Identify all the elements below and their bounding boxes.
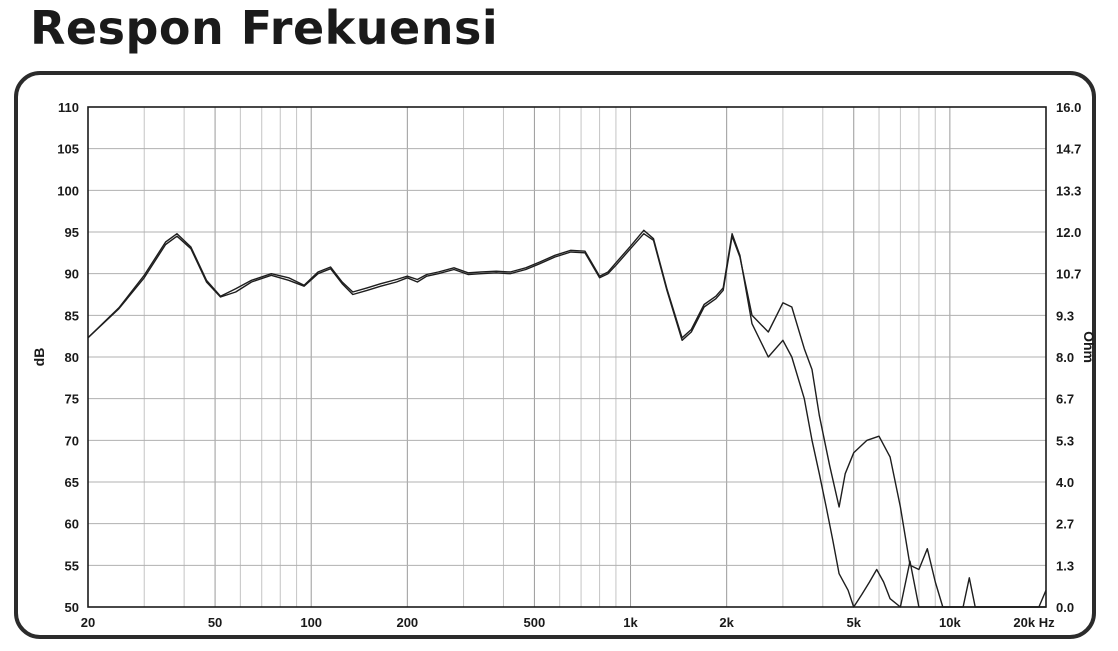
- series-line-2: [87, 229, 1047, 608]
- y2-tick-label: 13.3: [1056, 183, 1081, 198]
- x-tick-label: 200: [396, 615, 418, 630]
- x-tick-label: 2k: [719, 615, 734, 630]
- x-tick-label: 5k: [847, 615, 862, 630]
- y-tick-label: 65: [65, 475, 79, 490]
- y2-tick-label: 14.7: [1056, 142, 1081, 157]
- plot-border: [87, 106, 1047, 608]
- series-line-1: [87, 232, 1046, 608]
- y2-tick-label: 5.3: [1056, 433, 1074, 448]
- y-tick-label: 110: [58, 100, 79, 115]
- y2-tick-label: 8.0: [1056, 350, 1074, 365]
- y-tick-label: 55: [65, 558, 79, 573]
- grid-lines: [87, 106, 1047, 608]
- y-tick-label: 85: [65, 308, 79, 323]
- y2-tick-label: 10.7: [1056, 267, 1081, 282]
- y2-tick-label: 6.7: [1056, 392, 1074, 407]
- y-tick-label: 90: [65, 267, 79, 282]
- y-tick-label: 60: [65, 517, 79, 532]
- y2-tick-label: 1.3: [1056, 558, 1074, 573]
- y2-tick-label: 12.0: [1056, 225, 1081, 240]
- y-tick-label: 80: [65, 350, 79, 365]
- series-lines: [87, 229, 1047, 608]
- y2-axis-label: Ohm: [1081, 331, 1097, 363]
- y2-tick-label: 2.7: [1056, 517, 1074, 532]
- page-title: Respon Frekuensi: [30, 1, 499, 55]
- x-tick-label: 50: [208, 615, 222, 630]
- y-tick-label: 95: [65, 225, 79, 240]
- y-tick-label: 75: [65, 392, 79, 407]
- tick-labels: 50 55 60 65 70 75 80 85 90 95 100 105 110 0.0 1.3 2.7 4.…: [57, 100, 1081, 630]
- y-tick-label: 105: [57, 142, 79, 157]
- x-tick-label: 500: [524, 615, 546, 630]
- x-tick-label: 100: [300, 615, 322, 630]
- y-tick-label: 50: [65, 600, 79, 615]
- y2-tick-label: 0.0: [1056, 600, 1074, 615]
- y2-tick-label: 9.3: [1056, 308, 1074, 323]
- x-tick-label: 10k: [939, 615, 961, 630]
- y-tick-label: 70: [65, 433, 79, 448]
- y2-tick-label: 16.0: [1056, 100, 1081, 115]
- x-tick-label: 1k: [623, 615, 638, 630]
- x-tick-label: 20: [81, 615, 95, 630]
- y-axis-label: dB: [31, 348, 47, 367]
- y2-tick-label: 4.0: [1056, 475, 1074, 490]
- chart-frame: [14, 71, 1096, 639]
- y-tick-label: 100: [57, 183, 79, 198]
- x-tick-label: 20k Hz: [1013, 615, 1055, 630]
